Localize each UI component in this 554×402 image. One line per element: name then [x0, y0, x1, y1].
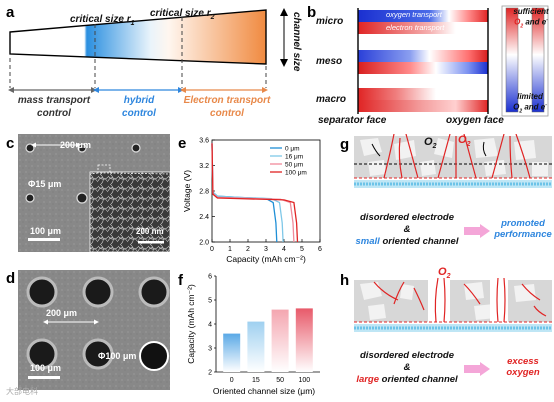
h-caption: disordered electrode & large oriented ch…	[356, 350, 458, 385]
x-tick-label: 3	[264, 246, 268, 253]
y-axis-label: Voltage (V)	[182, 170, 192, 212]
g-caption: disordered electrode & small oriented ch…	[355, 212, 459, 247]
bar-0	[223, 333, 241, 372]
h-arrow-icon	[464, 362, 490, 376]
panel-label-h: h	[340, 272, 350, 289]
g-o2-left: O2	[424, 136, 437, 151]
channel-wedge	[9, 9, 267, 65]
x-axis-label: Oriented channel size (μm)	[213, 386, 315, 396]
x-axis-label: Capacity (mAh cm⁻²)	[226, 254, 306, 264]
y-tick-label: 3.6	[199, 138, 209, 145]
hybrid-control: control	[122, 108, 156, 119]
h-result: excess oxygen	[506, 356, 540, 378]
y-tick-label: 4	[208, 322, 212, 329]
row-macro: macro	[316, 94, 347, 105]
capacity-bar-chart: 2 3 4 5 6 0 15 50 100 Oriented channel size (μm) C…	[186, 274, 320, 396]
series-line-1	[211, 143, 284, 243]
series-line-3	[211, 143, 299, 243]
bar-50	[271, 309, 289, 372]
scale-d-top: 200 μm	[46, 308, 78, 318]
scale-c-inset: 200 nm	[136, 227, 164, 236]
bar-100	[295, 308, 313, 372]
legend-sufficient: sufficient O2 and e-	[513, 7, 549, 30]
oxygen-face-label: oxygen face	[446, 115, 504, 126]
panel-h-diagram	[354, 277, 552, 332]
y-tick-label: 5	[208, 298, 212, 305]
x-tick-label: 15	[252, 377, 260, 384]
g-o2-right: O2	[458, 134, 471, 149]
panel-label-e: e	[178, 135, 187, 152]
panel-g-diagram	[354, 134, 552, 188]
scale-d-bottom: 100 μm	[30, 363, 62, 373]
y-tick-label: 2	[208, 370, 212, 377]
diameter-d: Φ100 μm	[98, 351, 137, 361]
g-result: promoted performance	[494, 218, 552, 240]
diameter-c: Φ15 μm	[28, 179, 62, 189]
sem-image-d	[18, 270, 170, 390]
x-tick-label: 100	[298, 377, 310, 384]
electron-transport-label: Electron transport	[183, 95, 271, 106]
series-line-0	[211, 143, 278, 243]
panel-label-b: b	[307, 4, 317, 21]
y-tick-label: 2.4	[199, 214, 209, 221]
mass-transport-label: mass transport	[17, 95, 91, 106]
voltage-capacity-chart: 0 1 2 3 4 5 6 2.0 2.4 2.8 3.2 3.6 Capacity (mAh cm⁻²…	[182, 138, 322, 265]
channel-size-label: channel size	[291, 12, 302, 72]
scale-c-top: 200 μm	[60, 140, 92, 150]
x-tick-label: 1	[228, 246, 232, 253]
separator-face-label: separator face	[318, 115, 387, 126]
sem-image-c	[18, 134, 170, 252]
x-tick-label: 0	[230, 377, 234, 384]
series-line-2	[211, 143, 295, 243]
electron-transport-label-b: electron transport	[386, 23, 445, 32]
y-tick-label: 2.8	[199, 189, 209, 196]
bar-15	[247, 321, 265, 372]
oxygen-transport-label: oxygen transport	[386, 10, 442, 19]
legend-label-2: 50 μm	[285, 162, 303, 169]
chart-e-frame	[211, 139, 321, 243]
critical-size-r2: critical size r2	[150, 8, 215, 21]
x-tick-label: 5	[300, 246, 304, 253]
panel-label-g: g	[340, 136, 350, 153]
panel-a-diagram	[8, 8, 288, 93]
row-micro: micro	[316, 16, 344, 27]
g-arrow-icon	[464, 224, 490, 238]
y-tick-label: 2.0	[199, 240, 209, 247]
scale-c-bottom: 100 μm	[30, 226, 62, 236]
panel-label-f: f	[178, 272, 183, 289]
critical-size-r1: critical size r1	[70, 14, 135, 27]
x-tick-label: 6	[318, 246, 322, 253]
legend-label-0: 0 μm	[285, 146, 300, 153]
panel-label-d: d	[6, 270, 16, 287]
row-meso: meso	[316, 56, 343, 67]
x-tick-label: 4	[282, 246, 286, 253]
legend-label-3: 100 μm	[285, 170, 307, 177]
electron-transport-control: control	[210, 108, 244, 119]
x-tick-label: 50	[276, 377, 284, 384]
y-tick-label: 3	[208, 346, 212, 353]
legend-label-1: 16 μm	[285, 154, 303, 161]
y-axis-label: Capacity (mAh cm⁻²)	[186, 284, 196, 364]
h-o2: O2	[438, 266, 451, 281]
x-tick-label: 2	[246, 246, 250, 253]
hybrid-label: hybrid	[123, 95, 155, 106]
watermark: 大部电科	[6, 387, 38, 396]
legend-limited: limited O2 and e-	[513, 92, 547, 115]
panel-b-diagram	[357, 5, 549, 117]
x-tick-label: 0	[210, 246, 214, 253]
mass-transport-control: control	[37, 108, 71, 119]
panel-label-a: a	[6, 4, 15, 21]
y-tick-label: 6	[208, 274, 212, 281]
y-tick-label: 3.2	[199, 163, 209, 170]
panel-label-c: c	[6, 135, 15, 152]
